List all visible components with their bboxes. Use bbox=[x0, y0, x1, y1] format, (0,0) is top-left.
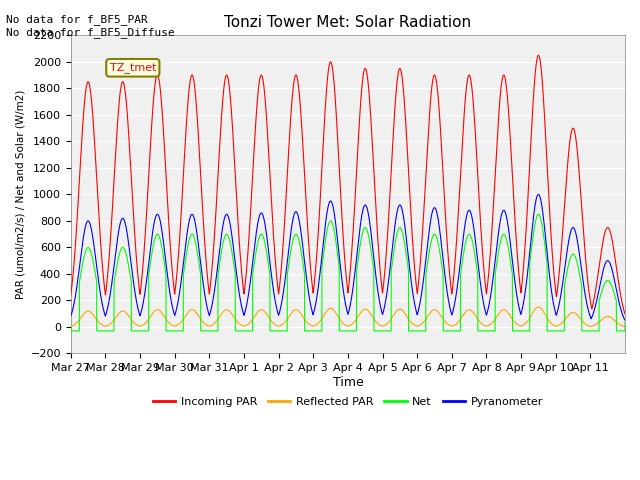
Text: No data for f_BF5_PAR
No data for f_BF5_Diffuse: No data for f_BF5_PAR No data for f_BF5_… bbox=[6, 14, 175, 38]
X-axis label: Time: Time bbox=[333, 376, 364, 389]
Title: Tonzi Tower Met: Solar Radiation: Tonzi Tower Met: Solar Radiation bbox=[225, 15, 472, 30]
Y-axis label: PAR (umol/m2/s) / Net and Solar (W/m2): PAR (umol/m2/s) / Net and Solar (W/m2) bbox=[15, 90, 25, 299]
Legend: Incoming PAR, Reflected PAR, Net, Pyranometer: Incoming PAR, Reflected PAR, Net, Pyrano… bbox=[148, 393, 547, 411]
Text: TZ_tmet: TZ_tmet bbox=[109, 62, 156, 73]
